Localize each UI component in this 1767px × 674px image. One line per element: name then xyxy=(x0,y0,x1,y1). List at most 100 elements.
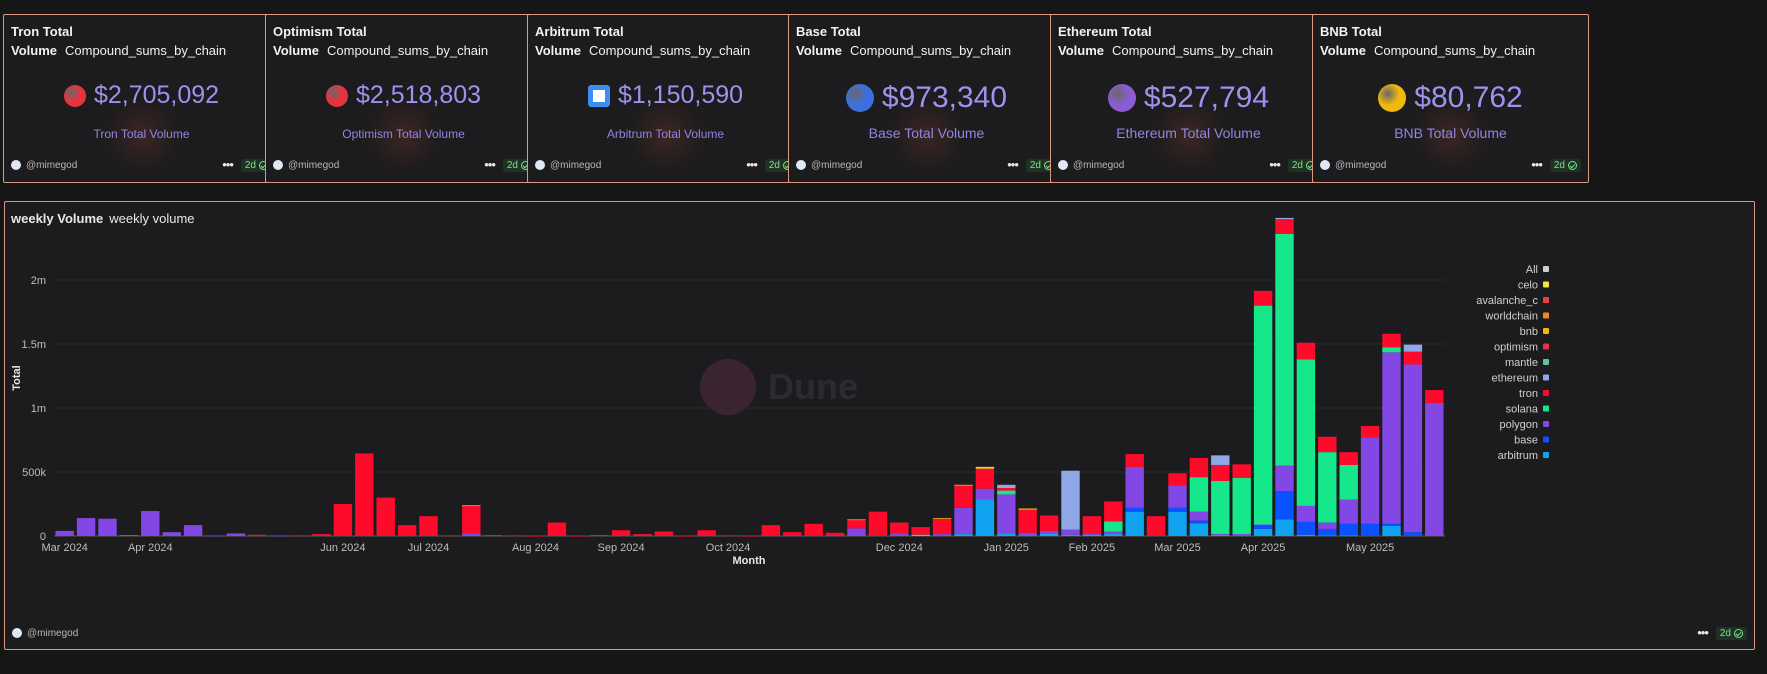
dune-watermark: Dune xyxy=(700,359,858,415)
check-icon xyxy=(1568,161,1577,170)
bar-segment-polygon xyxy=(163,532,181,536)
card-subtitle-bold: Volume xyxy=(273,43,319,58)
bar-segment-tron xyxy=(997,488,1015,491)
bar-segment-tron xyxy=(847,520,865,528)
author-avatar[interactable] xyxy=(1058,160,1068,170)
card-title: Optimism Total xyxy=(273,24,367,39)
card-subtitle-bold: Volume xyxy=(1320,43,1366,58)
author-avatar[interactable] xyxy=(11,160,21,170)
card-subtitle-bold: Volume xyxy=(1058,43,1104,58)
bar-segment-tron xyxy=(1019,510,1037,533)
author-link[interactable]: @mimegod xyxy=(550,160,601,171)
x-tick-label: Sep 2024 xyxy=(598,542,645,554)
bar-segment-solana xyxy=(1340,465,1358,500)
bar-segment-ethereum xyxy=(1061,471,1079,530)
base-coin-icon xyxy=(846,84,874,112)
x-tick-label: Feb 2025 xyxy=(1069,542,1115,554)
author-avatar[interactable] xyxy=(796,160,806,170)
author-avatar[interactable] xyxy=(1320,160,1330,170)
counter: $1,150,590 xyxy=(528,81,803,110)
counter-label: Tron Total Volume xyxy=(4,127,279,141)
bar-segment-polygon xyxy=(954,508,972,534)
check-icon xyxy=(1734,629,1743,638)
more-options-icon[interactable]: ••• xyxy=(1269,160,1280,170)
legend-label-tron: tron xyxy=(1519,388,1538,400)
more-options-icon[interactable]: ••• xyxy=(484,160,495,170)
bar-segment-arbitrum xyxy=(1382,526,1400,536)
bar-segment-ethereum xyxy=(1275,218,1293,219)
bar-segment-arbitrum xyxy=(1211,535,1229,536)
bar-segment-polygon xyxy=(77,518,95,536)
bar-segment-tron xyxy=(1190,458,1208,477)
card-subtitle: Volume Compound_sums_by_chain xyxy=(1058,43,1273,58)
more-options-icon[interactable]: ••• xyxy=(1007,160,1018,170)
bar-segment-arbitrum xyxy=(1275,519,1293,536)
author-link[interactable]: @mimegod xyxy=(26,160,77,171)
bar-segment-solana xyxy=(1318,452,1336,522)
card-footer: @mimegod ••• 2d xyxy=(11,157,272,173)
counter-label: Base Total Volume xyxy=(789,125,1064,141)
bar-segment-tron xyxy=(1318,437,1336,452)
card-subtitle-query: Compound_sums_by_chain xyxy=(589,43,750,58)
author-link[interactable]: @mimegod xyxy=(811,160,862,171)
bar-segment-polygon xyxy=(98,519,116,536)
more-options-icon[interactable]: ••• xyxy=(746,160,757,170)
bar-segment-polygon xyxy=(227,533,245,536)
bar-segment-base xyxy=(1318,529,1336,535)
author-link[interactable]: @mimegod xyxy=(1073,160,1124,171)
bar-segment-base xyxy=(1168,508,1186,512)
bar-segment-tron xyxy=(1147,516,1165,536)
counter-card: Ethereum Total Volume Compound_sums_by_ch… xyxy=(1050,14,1327,183)
bar-segment-tron xyxy=(954,485,972,507)
author-avatar[interactable] xyxy=(535,160,545,170)
counter: $527,794 xyxy=(1051,81,1326,115)
card-subtitle-bold: Volume xyxy=(11,43,57,58)
bar-segment-solana xyxy=(1190,477,1208,512)
bar-segment-tron xyxy=(505,535,523,536)
card-title: Ethereum Total xyxy=(1058,24,1152,39)
bar-segment-arbitrum xyxy=(1061,535,1079,536)
counter-label: Optimism Total Volume xyxy=(266,127,541,141)
author-avatar[interactable] xyxy=(12,628,22,638)
author-link[interactable]: @mimegod xyxy=(1335,160,1386,171)
age-text: 2d xyxy=(1554,160,1565,171)
more-options-icon[interactable]: ••• xyxy=(222,160,233,170)
bar-segment-solana xyxy=(1104,521,1122,531)
ethereum-coin-icon xyxy=(1108,84,1136,112)
bar-segment-solana xyxy=(1382,347,1400,352)
bar-segment-base xyxy=(1340,524,1358,536)
card-title: Arbitrum Total xyxy=(535,24,624,39)
bar-segment-tron xyxy=(1340,452,1358,465)
bar-segment-tron xyxy=(1233,464,1251,477)
bar-segment-solana xyxy=(1254,306,1272,525)
bar-segment-tron xyxy=(890,523,908,534)
x-tick-label: May 2025 xyxy=(1346,542,1394,554)
legend-label-arbitrum: arbitrum xyxy=(1498,450,1538,462)
author-avatar[interactable] xyxy=(273,160,283,170)
legend-label-polygon: polygon xyxy=(1499,419,1538,431)
card-footer: @mimegod ••• 2d xyxy=(1058,157,1319,173)
legend-label-solana: solana xyxy=(1506,404,1539,416)
y-axis-label: Total xyxy=(11,365,23,390)
legend-swatch-bnb xyxy=(1543,328,1549,334)
more-options-icon[interactable]: ••• xyxy=(1697,628,1708,638)
author-link[interactable]: @mimegod xyxy=(288,160,339,171)
legend-label-All: All xyxy=(1526,264,1538,276)
bar-segment-tron xyxy=(869,512,887,536)
bar-segment-arbitrum xyxy=(1104,534,1122,536)
counter-card: Tron Total Volume Compound_sums_by_chain … xyxy=(3,14,280,183)
more-options-icon[interactable]: ••• xyxy=(1531,160,1542,170)
bar-segment-base xyxy=(1404,532,1422,536)
age-text: 2d xyxy=(1292,160,1303,171)
author-link[interactable]: @mimegod xyxy=(27,628,78,639)
counter: $2,705,092 xyxy=(4,81,279,110)
y-tick-label: 500k xyxy=(22,467,46,479)
card-subtitle: Volume Compound_sums_by_chain xyxy=(796,43,1011,58)
card-title: Tron Total xyxy=(11,24,73,39)
bar-segment-polygon xyxy=(1061,530,1079,535)
bar-segment-tron xyxy=(1275,219,1293,234)
card-footer: @mimegod ••• 2d xyxy=(796,157,1057,173)
bar-segment-polygon xyxy=(1425,403,1443,536)
dune-watermark-text: Dune xyxy=(768,366,858,407)
bar-segment-tron xyxy=(1104,501,1122,521)
